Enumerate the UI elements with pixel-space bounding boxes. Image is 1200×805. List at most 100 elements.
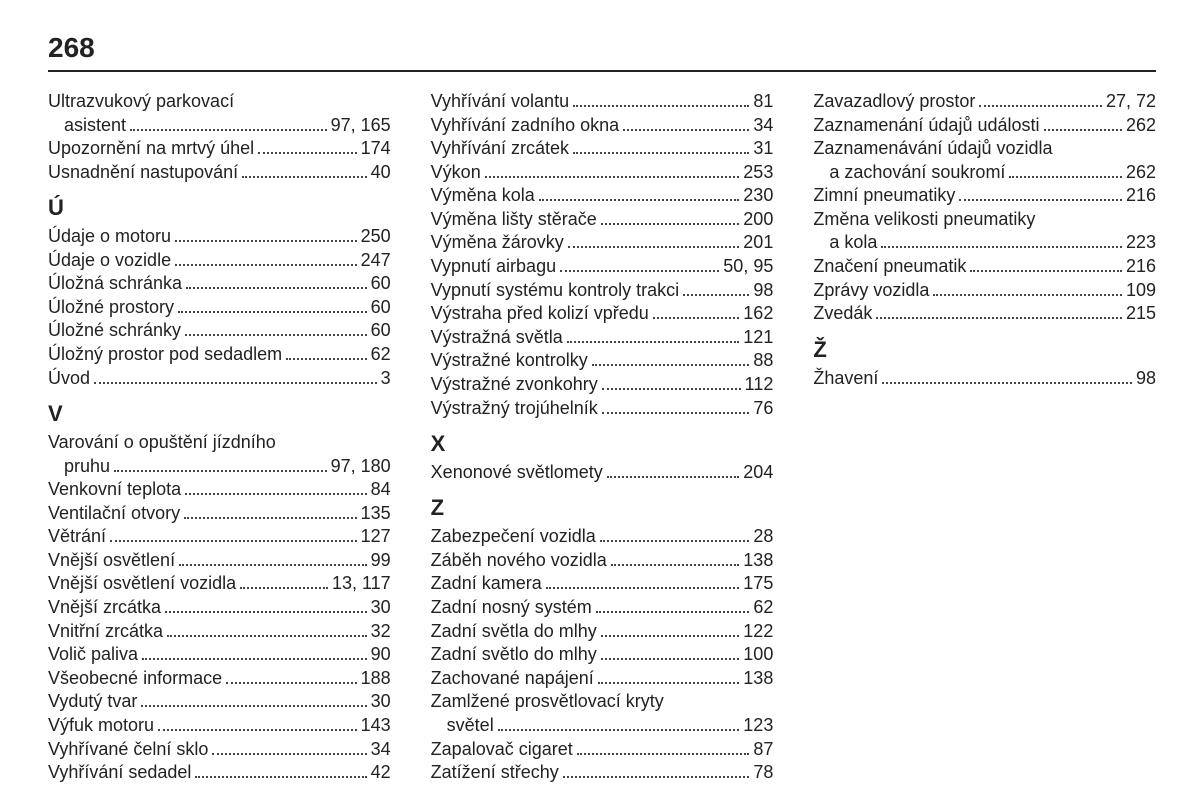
index-entry: Výstražné zvonkohry112 <box>431 373 774 397</box>
leader-dots <box>881 233 1122 248</box>
index-entry-label: Vnější osvětlení vozidla <box>48 572 236 596</box>
index-column: Zavazadlový prostor27, 72Zaznamenání úda… <box>813 90 1156 785</box>
index-entry: Volič paliva90 <box>48 643 391 667</box>
index-entry: Vypnutí systému kontroly trakci98 <box>431 279 774 303</box>
index-entry-pages: 204 <box>743 461 773 485</box>
index-entry-pages: 262 <box>1126 161 1156 185</box>
index-entry-pages: 62 <box>371 343 391 367</box>
index-entry: Zabezpečení vozidla28 <box>431 525 774 549</box>
leader-dots <box>186 274 367 289</box>
index-entry: Vnitřní zrcátka32 <box>48 620 391 644</box>
index-entry-label: Ultrazvukový parkovací <box>48 90 234 114</box>
index-entry: Výfuk motoru143 <box>48 714 391 738</box>
leader-dots <box>577 739 750 754</box>
horizontal-rule <box>48 70 1156 72</box>
index-entry-label: Vyhřívané čelní sklo <box>48 738 208 762</box>
index-entry-pages: 31 <box>753 137 773 161</box>
index-entry-pages: 123 <box>743 714 773 738</box>
index-entry-label: Zprávy vozidla <box>813 279 929 303</box>
index-entry-pages: 247 <box>361 249 391 273</box>
leader-dots <box>602 398 750 413</box>
index-entry-label: Vyhřívání zrcátek <box>431 137 569 161</box>
index-entry-label: Zapalovač cigaret <box>431 738 573 762</box>
index-entry: Zprávy vozidla 109 <box>813 279 1156 303</box>
index-entry-label: Všeobecné informace <box>48 667 222 691</box>
leader-dots <box>882 368 1132 383</box>
index-entry-pages: 127 <box>361 525 391 549</box>
leader-dots <box>1009 162 1122 177</box>
leader-dots <box>226 668 357 683</box>
index-entry-pages: 97, 165 <box>331 114 391 138</box>
index-entry-label: Xenonové světlomety <box>431 461 603 485</box>
index-entry: Vyhřívání zadního okna34 <box>431 114 774 138</box>
index-entry: Výměna lišty stěrače200 <box>431 208 774 232</box>
index-entry-pages: 78 <box>753 761 773 785</box>
leader-dots <box>596 598 750 613</box>
index-entry-label: Úložné prostory <box>48 296 174 320</box>
leader-dots <box>185 321 367 336</box>
index-page: 268 Ultrazvukový parkovacíasistent97, 16… <box>0 0 1200 805</box>
index-entry: Údaje o motoru250 <box>48 225 391 249</box>
index-entry-label: Změna velikosti pneumatiky <box>813 208 1035 232</box>
index-entry-label: Zadní světlo do mlhy <box>431 643 597 667</box>
index-entry: Zadní světla do mlhy122 <box>431 620 774 644</box>
index-entry: Výstražný trojúhelník 76 <box>431 397 774 421</box>
leader-dots <box>240 574 328 589</box>
leader-dots <box>573 92 749 107</box>
index-entry-label: Výstražné zvonkohry <box>431 373 598 397</box>
index-entry-pages: 250 <box>361 225 391 249</box>
index-entry-pages: 253 <box>743 161 773 185</box>
index-entry: Vyhřívání volantu81 <box>431 90 774 114</box>
index-entry-label: Výstražný trojúhelník <box>431 397 598 421</box>
index-entry-pages: 135 <box>361 502 391 526</box>
index-entry-pages: 201 <box>743 231 773 255</box>
index-entry-label: Žhavení <box>813 367 878 391</box>
index-entry: Úvod3 <box>48 367 391 391</box>
index-entry-pages: 40 <box>371 161 391 185</box>
leader-dots <box>485 162 740 177</box>
index-entry-pages: 188 <box>361 667 391 691</box>
index-entry-label: Zatížení střechy <box>431 761 559 785</box>
index-entry-label: Upozornění na mrtvý úhel <box>48 137 254 161</box>
leader-dots <box>179 551 367 566</box>
leader-dots <box>560 257 719 272</box>
index-entry: asistent97, 165 <box>48 114 391 138</box>
leader-dots <box>573 139 749 154</box>
index-entry-label: Vyhřívání volantu <box>431 90 569 114</box>
index-entry: Upozornění na mrtvý úhel174 <box>48 137 391 161</box>
index-entry-label: Zavazadlový prostor <box>813 90 975 114</box>
index-entry-pages: 216 <box>1126 255 1156 279</box>
index-entry-pages: 88 <box>753 349 773 373</box>
index-entry-pages: 122 <box>743 620 773 644</box>
index-entry-pages: 28 <box>753 525 773 549</box>
index-entry-pages: 50, 95 <box>723 255 773 279</box>
index-entry: Úložné prostory60 <box>48 296 391 320</box>
index-entry: Ventilační otvory135 <box>48 502 391 526</box>
index-entry-pages: 98 <box>753 279 773 303</box>
leader-dots <box>623 115 749 130</box>
leader-dots <box>175 227 357 242</box>
index-entry-label: Usnadnění nastupování <box>48 161 238 185</box>
leader-dots <box>114 456 327 471</box>
index-entry-label: Vnější osvětlení <box>48 549 175 573</box>
index-entry-pages: 223 <box>1126 231 1156 255</box>
index-entry-pages: 30 <box>371 596 391 620</box>
index-entry-pages: 76 <box>753 397 773 421</box>
leader-dots <box>286 345 367 360</box>
leader-dots <box>184 503 357 518</box>
section-letter: Ž <box>813 336 1156 365</box>
index-column: Vyhřívání volantu81Vyhřívání zadního okn… <box>431 90 774 785</box>
leader-dots <box>611 551 740 566</box>
index-entry-pages: 138 <box>743 667 773 691</box>
index-entry-label: Výměna žárovky <box>431 231 564 255</box>
index-entry: Všeobecné informace 188 <box>48 667 391 691</box>
index-entry-pages: 27, 72 <box>1106 90 1156 114</box>
leader-dots <box>242 162 366 177</box>
index-entry-label: a kola <box>813 231 877 255</box>
index-entry-pages: 62 <box>753 596 773 620</box>
index-entry-label: Výstražné kontrolky <box>431 349 588 373</box>
index-entry: Vnější osvětlení vozidla13, 117 <box>48 572 391 596</box>
index-entry-label: Úvod <box>48 367 90 391</box>
index-entry: Úložné schránky60 <box>48 319 391 343</box>
index-entry-pages: 109 <box>1126 279 1156 303</box>
